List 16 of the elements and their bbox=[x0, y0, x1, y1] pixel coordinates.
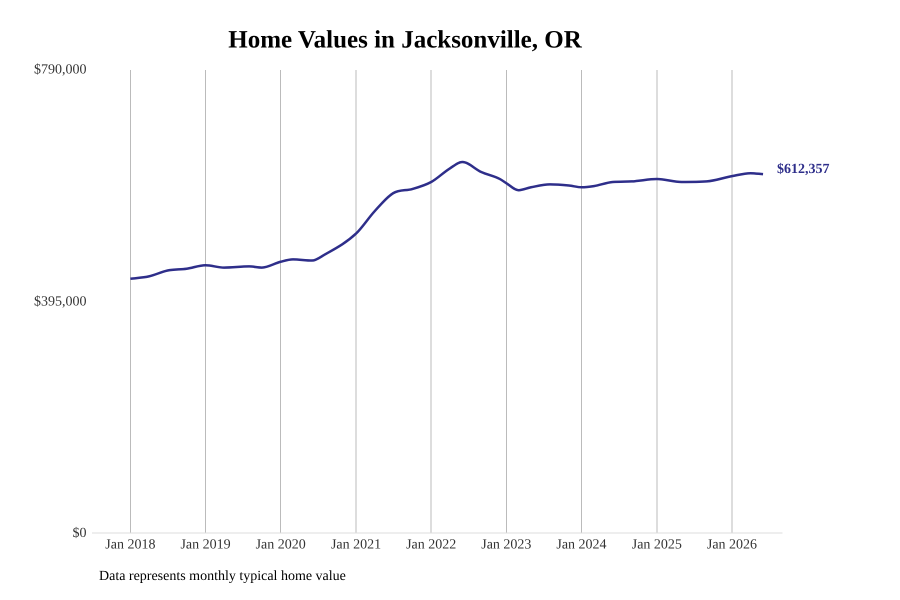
x-tick-label: Jan 2019 bbox=[180, 537, 231, 552]
x-tick-label: Jan 2022 bbox=[406, 537, 456, 552]
chart-title: Home Values in Jacksonville, OR bbox=[228, 26, 583, 54]
x-tick-label: Jan 2025 bbox=[632, 537, 682, 552]
text: Data represents monthly typical home value bbox=[99, 569, 346, 584]
x-tick-label: Jan 2021 bbox=[330, 537, 382, 552]
x-tick-label: Jan 2024 bbox=[556, 537, 607, 552]
y-tick-label: $0 bbox=[72, 526, 86, 541]
x-tick-label: Jan 2018 bbox=[105, 537, 156, 552]
annotation: $612,357 bbox=[777, 162, 830, 177]
y-tick-label: $395,000 bbox=[34, 294, 86, 310]
x-tick-label: Jan 2026 bbox=[706, 537, 758, 552]
x-tick-label: Jan 2023 bbox=[481, 537, 532, 552]
x-tick-label: Jan 2020 bbox=[256, 537, 306, 552]
y-tick-label: $790,000 bbox=[34, 62, 86, 78]
line-series bbox=[129, 160, 764, 280]
